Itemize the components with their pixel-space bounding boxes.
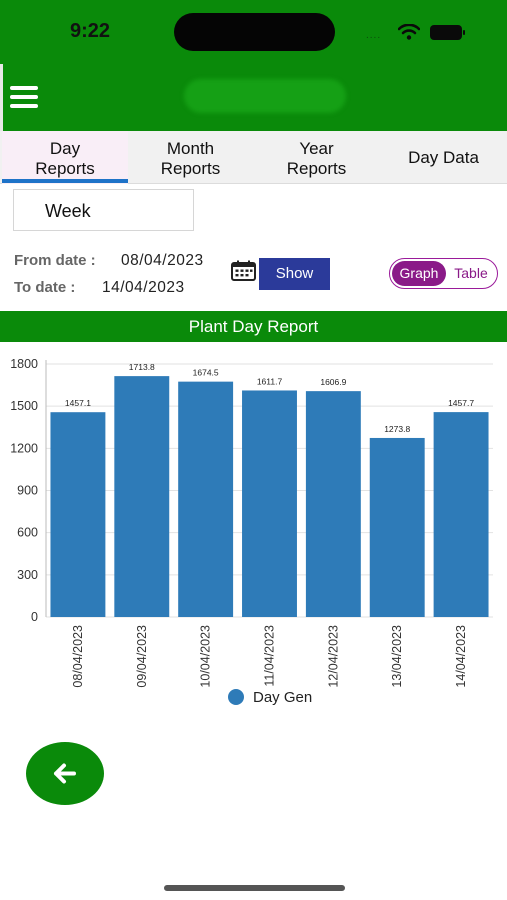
y-tick-label: 300 (17, 568, 38, 582)
x-tick-label: 11/04/2023 (263, 625, 277, 687)
from-date-label: From date : (14, 252, 96, 269)
report-tabs: Day Reports Month Reports Year Reports D… (0, 131, 507, 184)
bar (369, 437, 425, 617)
y-tick-label: 1500 (10, 399, 38, 413)
data-label: 1606.9 (320, 377, 346, 387)
to-date-value[interactable]: 14/04/2023 (102, 279, 185, 296)
period-select[interactable]: Week (13, 189, 194, 231)
x-tick-label: 08/04/2023 (71, 625, 85, 688)
data-label: 1674.5 (193, 368, 219, 378)
tab-day-reports[interactable]: Day Reports (2, 131, 128, 184)
to-date-label: To date : (14, 279, 76, 296)
status-icons: .... (366, 22, 466, 42)
calendar-icon[interactable] (231, 260, 256, 281)
show-button[interactable]: Show (259, 258, 330, 290)
bar (178, 381, 234, 617)
active-tab-indicator (2, 179, 128, 183)
bar (433, 412, 489, 617)
toggle-table-option[interactable]: Table (454, 265, 488, 281)
data-label: 1611.7 (257, 376, 283, 386)
app-logo (184, 79, 346, 113)
hamburger-menu-icon[interactable] (10, 86, 38, 108)
toggle-graph-option[interactable]: Graph (392, 261, 446, 286)
data-label: 1273.8 (384, 424, 410, 434)
edge-divider (0, 64, 3, 131)
x-tick-label: 14/04/2023 (454, 625, 468, 688)
home-indicator (164, 885, 345, 891)
dynamic-island (174, 13, 335, 51)
legend-label: Day Gen (253, 689, 312, 706)
tab-day-data[interactable]: Day Data (408, 148, 479, 167)
status-time: 9:22 (70, 20, 111, 42)
y-tick-label: 1800 (10, 357, 38, 371)
data-label: 1713.8 (129, 362, 155, 372)
data-label: 1457.7 (448, 398, 474, 408)
x-tick-label: 10/04/2023 (199, 625, 213, 688)
bar (114, 376, 170, 617)
bar-chart: 0 300 600 900 1200 1500 1800 1457.1 08/04/2023 17… (10, 357, 493, 706)
x-tick-label: 12/04/2023 (326, 625, 340, 688)
legend-swatch (228, 689, 244, 705)
graph-table-toggle[interactable]: Graph Table (389, 258, 498, 289)
tab-month-reports[interactable]: Month Reports (160, 139, 221, 178)
wifi-icon (398, 24, 420, 40)
bar (242, 390, 297, 617)
from-date-value[interactable]: 08/04/2023 (121, 252, 204, 269)
y-tick-label: 0 (31, 610, 38, 624)
arrow-left-icon (54, 763, 76, 784)
y-tick-label: 600 (17, 526, 38, 540)
x-tick-label: 13/04/2023 (390, 625, 404, 688)
bar (50, 412, 106, 617)
bar (305, 391, 361, 617)
y-tick-label: 900 (17, 484, 38, 498)
signal-icon: .... (366, 30, 382, 41)
data-label: 1457.1 (65, 398, 91, 408)
x-tick-label: 09/04/2023 (135, 625, 149, 688)
back-button[interactable] (26, 742, 104, 805)
tab-year-reports[interactable]: Year Reports (286, 139, 347, 178)
y-tick-label: 1200 (10, 441, 38, 455)
battery-icon (430, 25, 465, 40)
chart-title: Plant Day Report (0, 311, 507, 342)
